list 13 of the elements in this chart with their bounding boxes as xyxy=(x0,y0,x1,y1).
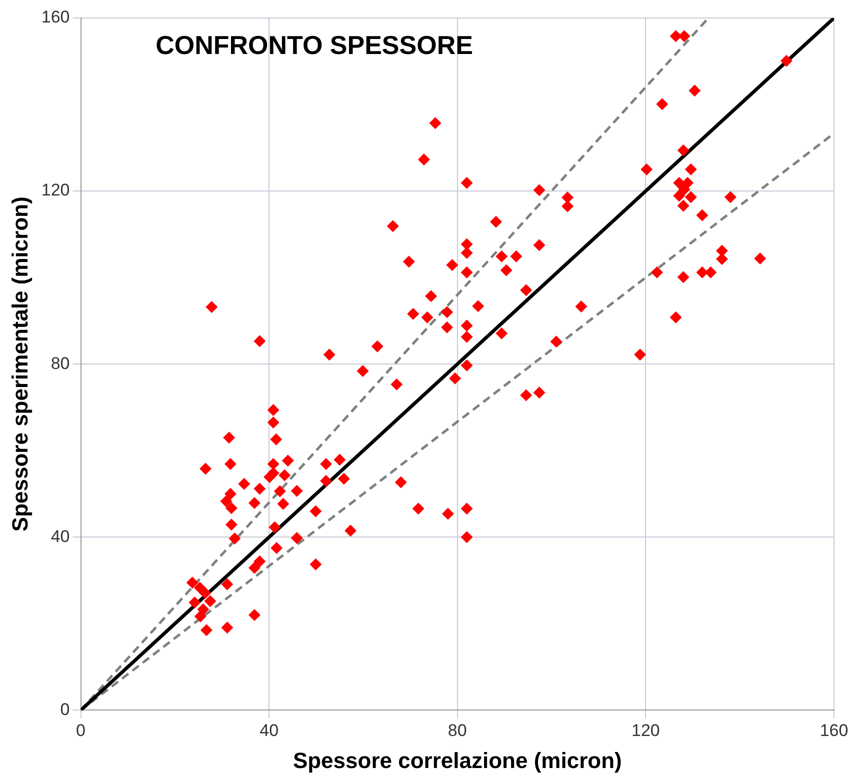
x-tick-label: 0 xyxy=(76,721,86,740)
y-tick-label: 40 xyxy=(50,526,70,546)
x-axis-title: Spessore correlazione (micron) xyxy=(292,748,622,773)
x-tick-label: 120 xyxy=(632,721,660,740)
x-tick-label: 40 xyxy=(260,721,279,740)
y-tick-label: 0 xyxy=(60,700,70,719)
y-axis-title: Spessore sperimentale (micron) xyxy=(7,196,32,532)
y-tick-label: 160 xyxy=(41,8,70,27)
y-tick-label: 80 xyxy=(50,354,70,373)
text: CONFRONTO SPESSORE xyxy=(156,30,473,60)
x-tick-label: 80 xyxy=(448,721,467,740)
x-tick-label: 160 xyxy=(820,721,848,740)
y-tick-label: 120 xyxy=(41,180,70,200)
